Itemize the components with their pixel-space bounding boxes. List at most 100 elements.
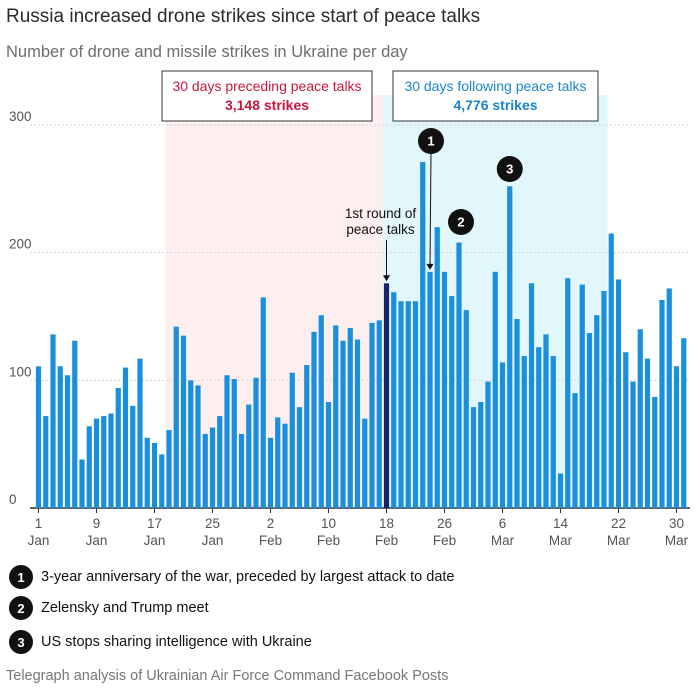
bar-19 [173, 326, 179, 508]
x-tick-month-88: Mar [665, 533, 689, 548]
bar-75 [579, 284, 585, 508]
bar-0 [35, 366, 42, 508]
note-2: 2 Zelensky and Trump meet [9, 596, 209, 620]
y-tick-label-300: 300 [9, 109, 32, 124]
bar-80 [615, 279, 622, 508]
bar-41 [333, 325, 339, 508]
marker-label-3: 3 [506, 162, 513, 177]
bar-12 [122, 367, 129, 508]
bar-27 [231, 379, 237, 508]
bar-79 [608, 233, 614, 508]
y-tick-label-0: 0 [9, 492, 17, 507]
bar-74 [572, 393, 578, 508]
marker-label-2: 2 [457, 215, 464, 230]
bar-44 [354, 339, 361, 508]
bar-60 [470, 407, 477, 508]
bar-30 [253, 377, 259, 508]
bar-25 [217, 416, 223, 508]
bar-7 [86, 426, 92, 508]
bar-51 [405, 301, 411, 508]
bar-1 [43, 416, 49, 508]
x-tick-month-64: Mar [491, 533, 515, 548]
y-tick-label-100: 100 [9, 364, 32, 379]
bar-87 [666, 288, 672, 508]
bar-47 [376, 320, 382, 508]
x-tick-month-8: Jan [86, 533, 108, 548]
bar-82 [630, 381, 636, 508]
bar-42 [340, 340, 346, 508]
bar-33 [275, 417, 281, 508]
region-2-value: 4,776 strikes [453, 97, 537, 113]
region-1-box [161, 70, 373, 122]
bar-65 [507, 186, 513, 508]
event-arrow-head [383, 275, 390, 282]
chart-subtitle: Number of drone and missile strikes in U… [6, 43, 408, 61]
bar-35 [289, 372, 295, 508]
x-tick-month-48: Feb [375, 533, 398, 548]
x-tick-day-80: 22 [611, 516, 626, 531]
note-marker-1: 1 [9, 565, 33, 589]
bar-64 [499, 362, 506, 508]
bar-9 [101, 416, 107, 508]
region-2-box [392, 70, 599, 122]
bar-61 [478, 402, 484, 508]
bar-83 [637, 329, 643, 508]
bar-54 [427, 271, 433, 508]
x-tick-month-16: Jan [144, 533, 166, 548]
marker-1-pointer [429, 153, 432, 265]
bar-86 [659, 299, 665, 508]
x-tick-month-0: Jan [28, 533, 50, 548]
bar-78 [601, 290, 607, 508]
x-tick-day-0: 1 [35, 516, 43, 531]
bar-43 [347, 327, 353, 508]
note-marker-3: 3 [9, 630, 33, 654]
bar-3 [57, 366, 63, 508]
region-1-shade [165, 95, 383, 508]
bar-57 [449, 296, 455, 508]
x-tick-day-72: 14 [553, 516, 569, 531]
bar-31 [260, 297, 266, 508]
x-tick-day-64: 6 [499, 516, 507, 531]
x-tick-day-56: 26 [437, 516, 452, 531]
bar-69 [536, 347, 542, 508]
note-text-2: Zelensky and Trump meet [41, 600, 209, 616]
x-tick-day-48: 18 [379, 516, 394, 531]
bar-34 [282, 423, 288, 508]
bar-24 [209, 427, 216, 508]
bar-26 [224, 375, 230, 508]
note-3: 3 US stops sharing intelligence with Ukr… [9, 630, 312, 654]
bar-89 [681, 338, 687, 508]
bar-18 [166, 430, 172, 508]
bar-73 [565, 278, 571, 508]
bar-68 [528, 283, 535, 508]
note-marker-2: 2 [9, 596, 33, 620]
bar-88 [673, 366, 680, 508]
bar-66 [514, 319, 520, 508]
bar-49 [391, 292, 397, 508]
bar-85 [652, 396, 658, 508]
x-tick-month-72: Mar [549, 533, 573, 548]
bar-2 [50, 334, 56, 508]
bar-37 [304, 365, 310, 508]
bar-46 [369, 322, 375, 508]
bar-38 [311, 331, 317, 508]
bar-28 [238, 433, 245, 508]
marker-circle-2 [448, 209, 474, 235]
bar-23 [202, 433, 208, 508]
bar-58 [456, 242, 462, 508]
marker-circle-1 [418, 128, 444, 154]
bar-14 [137, 358, 143, 508]
region-1-title: 30 days preceding peace talks [172, 78, 361, 94]
strikes-bar-chart: 30 days preceding peace talks 3,148 strik… [9, 70, 690, 548]
bar-5 [72, 340, 78, 508]
bar-62 [485, 381, 491, 508]
bar-53 [420, 162, 426, 509]
bar-56 [441, 271, 448, 508]
bar-22 [195, 385, 201, 508]
bar-70 [543, 334, 549, 508]
bar-36 [296, 407, 303, 508]
x-tick-month-56: Feb [433, 533, 456, 548]
bar-84 [644, 358, 651, 508]
bar-13 [130, 405, 136, 508]
